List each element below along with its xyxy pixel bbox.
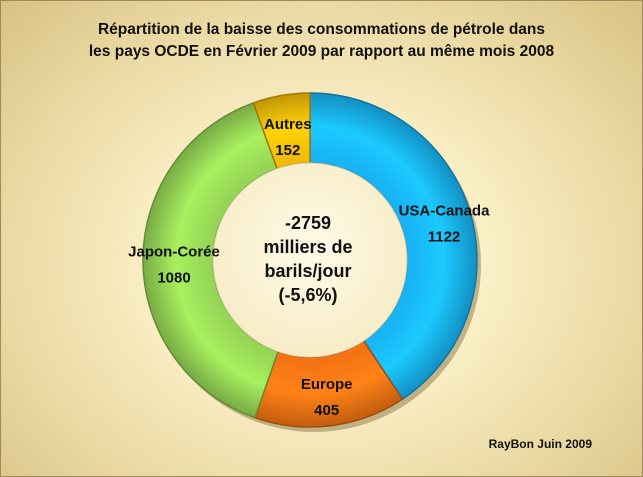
slice-label-japon-cor-e: Japon-Corée [128, 244, 220, 261]
center-text-line-4: (-5,6%) [278, 285, 337, 305]
chart-title-line-2: les pays OCDE en Février 2009 par rappor… [88, 43, 555, 60]
donut-hole [212, 162, 408, 358]
slice-label-autres: Autres [264, 116, 312, 133]
donut-slices [142, 92, 478, 428]
chart-title: Répartition de la baisse des consommatio… [11, 19, 632, 63]
slice-labels: USA-Canada 1122 Europe 405 Japon-Corée 1080 Au… [128, 116, 490, 419]
center-text-line-2: milliers de [263, 237, 352, 257]
center-text-line-3: barils/jour [264, 261, 351, 281]
slice-label-usa-canada: USA-Canada [399, 203, 491, 220]
slice-value-japon-cor-e: 1080 [157, 270, 190, 287]
center-text-line-1: -2759 [285, 213, 331, 233]
slice-value-autres: 152 [275, 142, 300, 159]
center-total-text: -2759 milliers de barils/jour (-5,6%) [263, 213, 352, 305]
chart-title-line-1: Répartition de la baisse des consommatio… [97, 21, 546, 38]
credit-text: RayBon Juin 2009 [488, 437, 592, 451]
slice-label-europe: Europe [301, 376, 353, 393]
slice-value-europe: 405 [314, 402, 339, 419]
slice-value-usa-canada: 1122 [428, 229, 461, 246]
